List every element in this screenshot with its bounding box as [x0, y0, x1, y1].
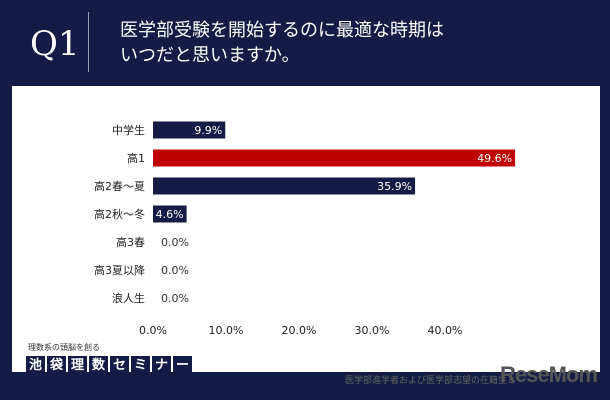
category-label: 高1: [127, 151, 145, 165]
category-label: 浪人生: [112, 291, 145, 305]
divider: [88, 12, 89, 72]
brand-logo: 池袋理数セミナー: [26, 356, 192, 375]
brand-char: ミ: [131, 356, 150, 375]
data-label: 35.9%: [377, 180, 412, 193]
title-line-2: いつだと思いますか。: [120, 45, 300, 66]
source-note: 医学部進学者および医学部志望の在籍生と: [345, 376, 517, 386]
resemom-logo: ReseMom: [500, 362, 598, 387]
category-label: 高3春: [116, 235, 145, 249]
question-title: 医学部受験を開始するのに最適な時期は いつだと思いますか。: [120, 18, 540, 68]
data-label: 0.0%: [161, 236, 189, 249]
chart-panel: [12, 86, 600, 372]
category-label: 高3夏以降: [94, 263, 145, 277]
brand-char: 理: [68, 356, 87, 375]
x-tick-label: 0.0%: [139, 324, 167, 337]
category-label: 高2春～夏: [94, 179, 145, 193]
bar: [153, 149, 516, 167]
x-tick-label: 30.0%: [355, 324, 390, 337]
x-tick-label: 40.0%: [428, 324, 463, 337]
title-line-1: 医学部受験を開始するのに最適な時期は: [120, 20, 444, 41]
bar: [153, 121, 226, 139]
bar: [153, 177, 416, 195]
data-label: 0.0%: [161, 264, 189, 277]
brand-char: ナ: [152, 356, 171, 375]
question-number: Q1: [30, 24, 80, 64]
category-label: 中学生: [112, 123, 145, 137]
data-label: 0.0%: [161, 292, 189, 305]
bar: [153, 205, 187, 223]
x-tick-label: 20.0%: [282, 324, 317, 337]
data-label: 4.6%: [156, 208, 184, 221]
brand-char: 池: [26, 356, 45, 375]
brand-char: 袋: [47, 356, 66, 375]
brand-tagline: 理数系の頭脳を創る: [28, 343, 100, 352]
category-label: 高2秋～冬: [94, 207, 145, 221]
brand-char: セ: [110, 356, 129, 375]
data-label: 9.9%: [194, 124, 222, 137]
brand-char: 数: [89, 356, 108, 375]
x-tick-label: 10.0%: [209, 324, 244, 337]
brand-char: ー: [173, 356, 192, 375]
data-label: 49.6%: [477, 152, 512, 165]
